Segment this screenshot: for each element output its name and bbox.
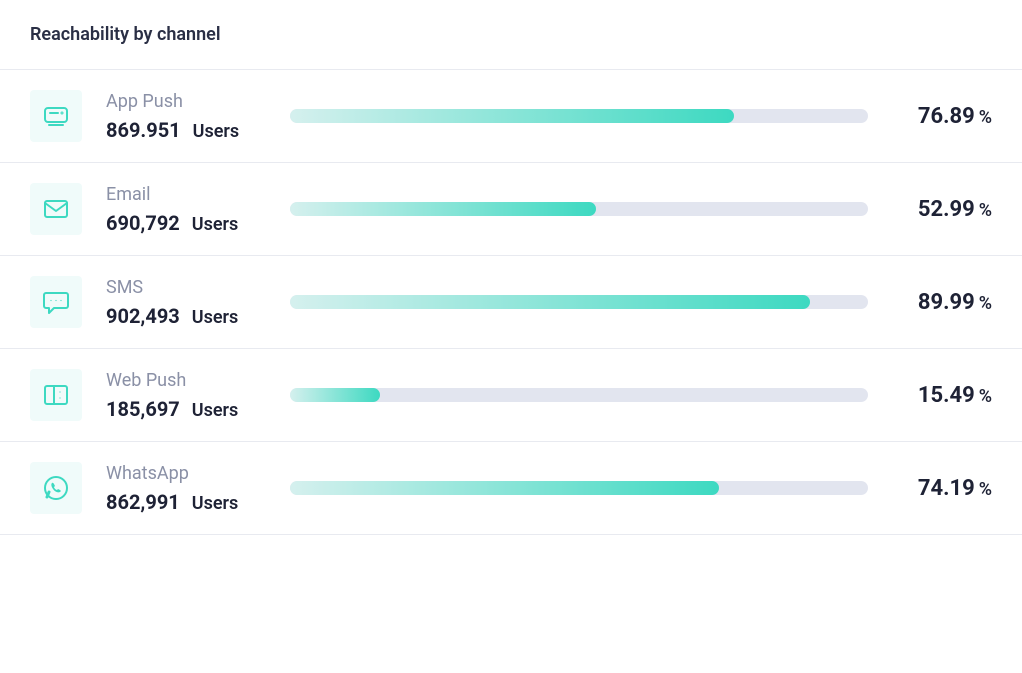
channel-unit: Users bbox=[192, 214, 239, 235]
whatsapp-icon bbox=[30, 462, 82, 514]
channel-count: 185,697 bbox=[106, 397, 180, 421]
channel-count-line: 869.951 Users bbox=[106, 118, 266, 142]
panel-header: Reachability by channel bbox=[0, 0, 1022, 70]
channel-name: Web Push bbox=[106, 370, 266, 391]
channel-count-line: 862,991 Users bbox=[106, 490, 266, 514]
channel-count: 862,991 bbox=[106, 490, 180, 514]
channel-row: Web Push 185,697 Users 15.49% bbox=[0, 349, 1022, 442]
channel-label-block: App Push 869.951 Users bbox=[106, 91, 266, 142]
reachability-panel: Reachability by channel App Push 869.951 U… bbox=[0, 0, 1022, 535]
channel-row: WhatsApp 862,991 Users 74.19% bbox=[0, 442, 1022, 535]
percent-block: 52.99% bbox=[892, 197, 992, 222]
progress-bar-fill bbox=[290, 109, 734, 123]
channel-row: App Push 869.951 Users 76.89% bbox=[0, 70, 1022, 163]
channel-unit: Users bbox=[192, 307, 239, 328]
percent-block: 74.19% bbox=[892, 476, 992, 501]
channel-label-block: Email 690,792 Users bbox=[106, 184, 266, 235]
percent-value: 76.89 bbox=[918, 104, 975, 129]
percent-block: 15.49% bbox=[892, 383, 992, 408]
progress-bar bbox=[290, 388, 868, 402]
channel-count-line: 185,697 Users bbox=[106, 397, 266, 421]
progress-bar-fill bbox=[290, 388, 380, 402]
channel-label-block: WhatsApp 862,991 Users bbox=[106, 463, 266, 514]
progress-bar bbox=[290, 481, 868, 495]
percent-sign: % bbox=[979, 200, 992, 221]
channel-name: Email bbox=[106, 184, 266, 205]
web-push-icon bbox=[30, 369, 82, 421]
channel-label-block: SMS 902,493 Users bbox=[106, 277, 266, 328]
app-push-icon bbox=[30, 90, 82, 142]
percent-sign: % bbox=[979, 107, 992, 128]
percent-value: 89.99 bbox=[918, 290, 975, 315]
panel-title: Reachability by channel bbox=[30, 24, 992, 45]
progress-bar bbox=[290, 295, 868, 309]
channel-list: App Push 869.951 Users 76.89% Email 690,792 Us… bbox=[0, 70, 1022, 535]
channel-label-block: Web Push 185,697 Users bbox=[106, 370, 266, 421]
channel-unit: Users bbox=[192, 493, 239, 514]
channel-count: 690,792 bbox=[106, 211, 180, 235]
sms-icon bbox=[30, 276, 82, 328]
percent-value: 15.49 bbox=[918, 383, 975, 408]
channel-count-line: 902,493 Users bbox=[106, 304, 266, 328]
percent-value: 52.99 bbox=[918, 197, 975, 222]
percent-block: 76.89% bbox=[892, 104, 992, 129]
channel-count: 869.951 bbox=[106, 118, 181, 142]
email-icon bbox=[30, 183, 82, 235]
percent-sign: % bbox=[979, 386, 992, 407]
channel-name: App Push bbox=[106, 91, 266, 112]
percent-sign: % bbox=[979, 293, 992, 314]
progress-bar bbox=[290, 202, 868, 216]
channel-row: Email 690,792 Users 52.99% bbox=[0, 163, 1022, 256]
progress-bar-fill bbox=[290, 481, 719, 495]
channel-count: 902,493 bbox=[106, 304, 180, 328]
percent-block: 89.99% bbox=[892, 290, 992, 315]
channel-name: WhatsApp bbox=[106, 463, 266, 484]
progress-bar-fill bbox=[290, 295, 810, 309]
progress-bar-fill bbox=[290, 202, 596, 216]
channel-row: SMS 902,493 Users 89.99% bbox=[0, 256, 1022, 349]
channel-unit: Users bbox=[193, 121, 240, 142]
channel-unit: Users bbox=[192, 400, 239, 421]
channel-name: SMS bbox=[106, 277, 266, 298]
percent-value: 74.19 bbox=[918, 476, 975, 501]
percent-sign: % bbox=[979, 479, 992, 500]
progress-bar bbox=[290, 109, 868, 123]
channel-count-line: 690,792 Users bbox=[106, 211, 266, 235]
